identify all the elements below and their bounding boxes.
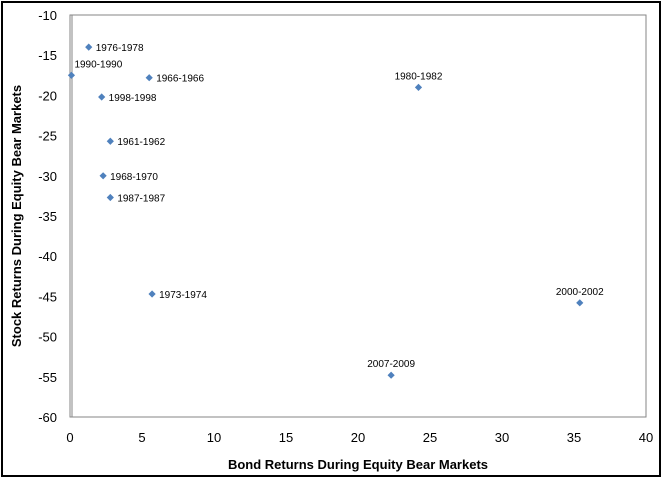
x-tick-label: 20: [351, 430, 365, 445]
plot-area-border: [69, 14, 647, 418]
y-tick-labels: -10 -15 -20 -25 -30 -35 -40 -45 -50 -55 -60: [38, 8, 57, 425]
x-tick-label: 10: [207, 430, 221, 445]
data-point-label: 1980-1982: [395, 71, 443, 82]
data-point-marker: [576, 299, 584, 307]
data-point-marker: [414, 83, 423, 91]
x-tick-label: 30: [495, 430, 509, 445]
data-point-marker: [148, 290, 156, 298]
data-point-marker: [67, 71, 76, 79]
data-point-label: 2007-2009: [367, 359, 415, 370]
data-points: [67, 43, 584, 379]
y-tick-label: -15: [38, 48, 57, 63]
x-tick-labels: 0 5 10 15 20 25 30 35 40: [66, 430, 653, 445]
data-point-label: 1973-1974: [159, 290, 207, 301]
x-tick-label: 40: [639, 430, 653, 445]
x-tick-label: 35: [567, 430, 581, 445]
y-tick-label: -25: [38, 129, 57, 144]
x-axis-title: Bond Returns During Equity Bear Markets: [228, 457, 488, 472]
data-point-marker: [85, 43, 93, 51]
data-point-label: 1990-1990: [74, 59, 122, 70]
data-point-marker: [98, 93, 106, 101]
data-point-marker: [99, 172, 107, 180]
data-labels: 1976-1978 1990-1990 1966-1966 1998-1998 1980…: [74, 43, 604, 370]
x-tick-label: 0: [66, 430, 73, 445]
x-tick-label: 5: [138, 430, 145, 445]
data-point-marker: [145, 74, 153, 82]
data-point-marker: [106, 193, 114, 202]
y-tick-label: -45: [38, 289, 57, 304]
y-tick-label: -40: [38, 249, 57, 264]
x-tick-label: 25: [423, 430, 437, 445]
data-point-label: 1987-1987: [117, 194, 165, 205]
data-point-label: 1976-1978: [96, 43, 144, 54]
y-tick-label: -30: [38, 169, 57, 184]
data-point-label: 2000-2002: [556, 287, 604, 298]
y-tick-label: -20: [38, 88, 57, 103]
y-tick-label: -50: [38, 330, 57, 345]
y-tick-label: -35: [38, 209, 57, 224]
data-point-label: 1998-1998: [109, 93, 157, 104]
data-point-marker: [106, 137, 114, 145]
y-axis-title: Stock Returns During Equity Bear Markets: [9, 85, 24, 347]
y-tick-label: -60: [38, 410, 57, 425]
y-tick-label: -55: [38, 370, 57, 385]
data-point-marker: [387, 371, 395, 379]
data-point-label: 1961-1962: [117, 137, 165, 148]
data-point-label: 1968-1970: [110, 172, 158, 183]
x-tick-label: 15: [279, 430, 293, 445]
data-point-label: 1966-1966: [156, 74, 204, 85]
y-tick-label: -10: [38, 8, 57, 23]
plot-area: [69, 14, 647, 418]
